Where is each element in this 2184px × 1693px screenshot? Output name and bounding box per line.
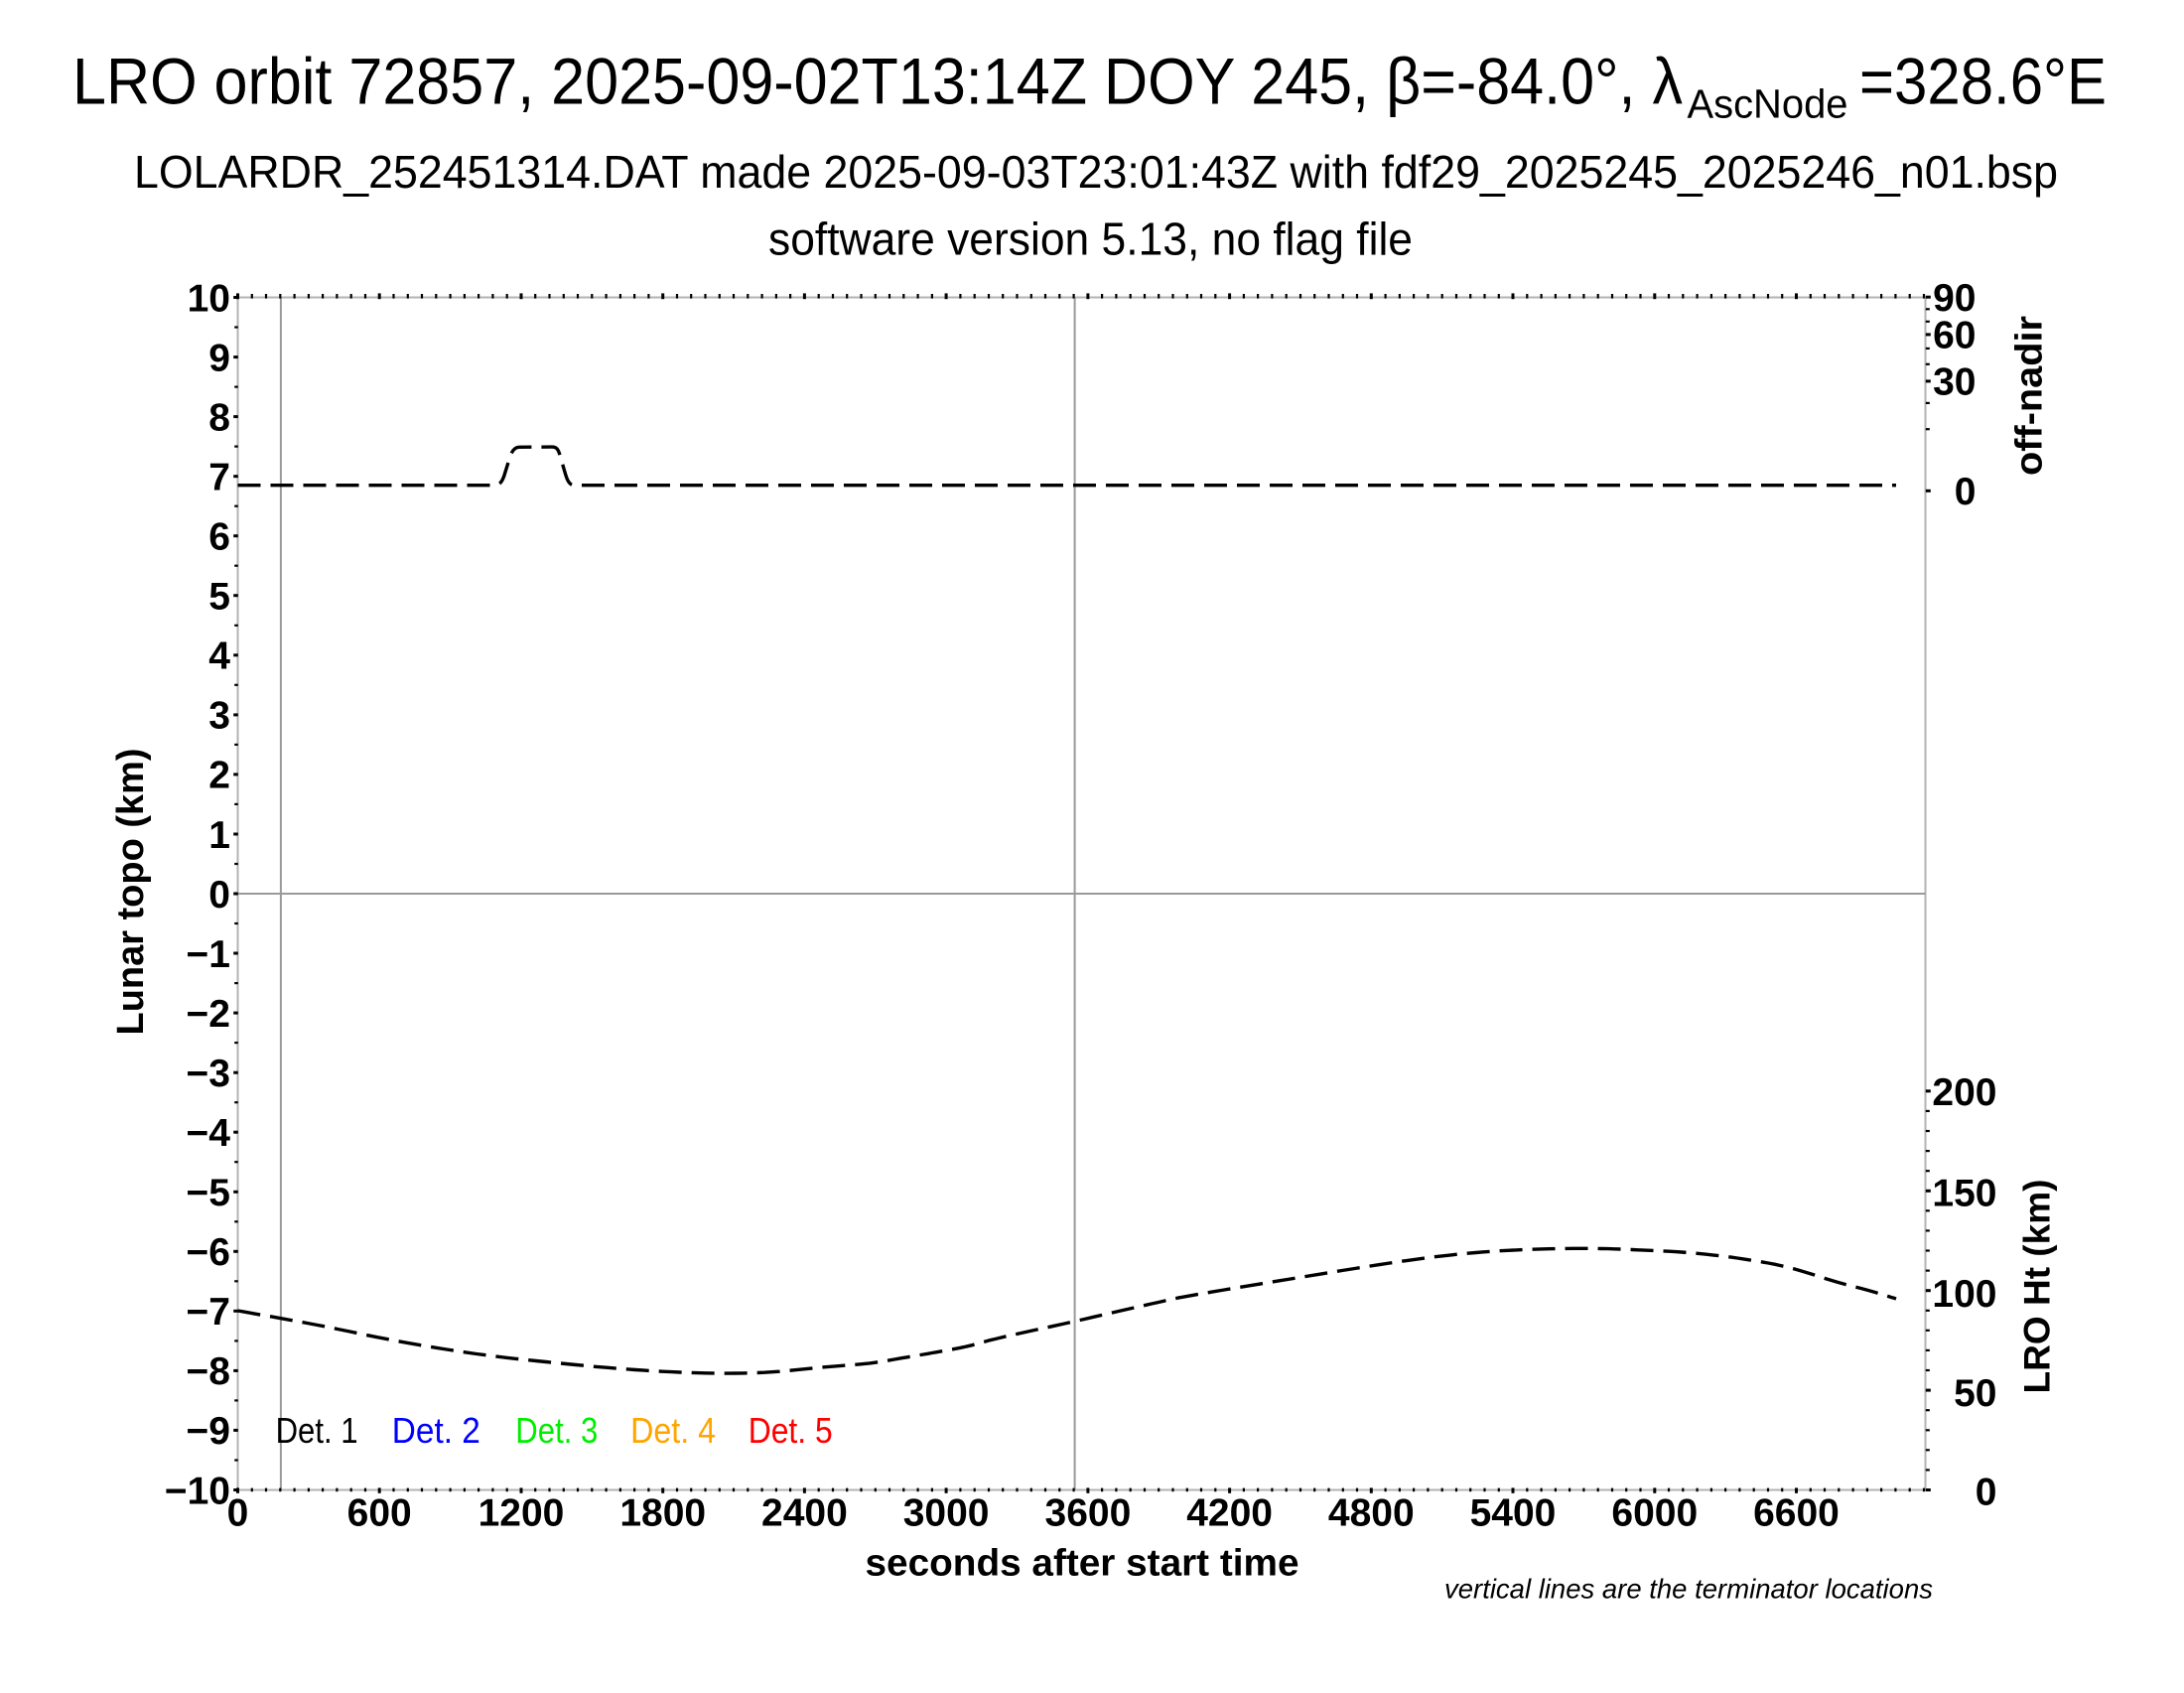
svg-text:3: 3 [208,695,230,738]
svg-text:6: 6 [208,516,230,559]
svg-text:0: 0 [1976,1471,1997,1513]
svg-text:60: 60 [1933,315,1976,357]
svg-text:3000: 3000 [903,1492,990,1535]
svg-text:−3: −3 [187,1053,230,1095]
svg-text:4: 4 [208,635,230,678]
svg-text:2: 2 [208,755,230,797]
svg-text:6000: 6000 [1611,1492,1698,1535]
svg-text:5400: 5400 [1470,1492,1557,1535]
svg-text:1200: 1200 [478,1492,565,1535]
svg-text:30: 30 [1933,361,1976,404]
svg-text:LRO Ht (km): LRO Ht (km) [2016,1180,2058,1394]
svg-text:600: 600 [347,1492,412,1535]
svg-text:−2: −2 [187,993,230,1036]
svg-text:5: 5 [208,576,230,619]
svg-text:3600: 3600 [1045,1492,1132,1535]
svg-text:off-nadir: off-nadir [2009,316,2051,476]
svg-text:−6: −6 [187,1231,230,1274]
svg-text:−1: −1 [187,933,230,976]
svg-text:−10: −10 [165,1470,230,1512]
svg-text:Det. 2: Det. 2 [392,1410,480,1451]
svg-text:0: 0 [227,1492,249,1535]
svg-text:50: 50 [1954,1372,1996,1415]
svg-text:−9: −9 [187,1410,230,1453]
svg-text:−5: −5 [187,1172,230,1214]
svg-text:Lunar topo (km): Lunar topo (km) [110,749,152,1036]
svg-text:9: 9 [208,337,230,379]
svg-text:0: 0 [1955,471,1977,513]
svg-text:7: 7 [208,457,230,499]
svg-text:4800: 4800 [1328,1492,1415,1535]
svg-text:Det. 5: Det. 5 [749,1410,833,1451]
svg-text:1800: 1800 [619,1492,706,1535]
svg-text:100: 100 [1932,1273,1996,1316]
svg-text:8: 8 [208,396,230,439]
svg-text:LRO orbit 72857, 2025-09-02T13: LRO orbit 72857, 2025-09-02T13:14Z DOY 2… [72,45,1683,118]
svg-text:−4: −4 [187,1112,231,1155]
svg-text:150: 150 [1932,1172,1996,1214]
svg-text:4200: 4200 [1186,1492,1273,1535]
svg-text:LOLARDR_252451314.DAT made 202: LOLARDR_252451314.DAT made 2025-09-03T23… [134,146,2058,198]
svg-text:=328.6°E: =328.6°E [1859,45,2107,118]
svg-text:Det. 3: Det. 3 [515,1410,598,1451]
svg-text:seconds after start time: seconds after start time [866,1543,1299,1585]
svg-text:−7: −7 [187,1291,230,1334]
svg-text:software version 5.13, no flag: software version 5.13, no flag file [768,213,1413,265]
svg-text:AscNode: AscNode [1688,81,1848,127]
svg-text:0: 0 [208,874,230,917]
svg-text:2400: 2400 [761,1492,848,1535]
svg-text:Det. 1: Det. 1 [276,1410,358,1451]
svg-text:1: 1 [208,814,230,857]
svg-text:10: 10 [188,277,230,320]
svg-text:90: 90 [1933,277,1976,320]
svg-text:200: 200 [1932,1071,1996,1114]
svg-text:6600: 6600 [1753,1492,1840,1535]
svg-text:Det. 4: Det. 4 [630,1410,716,1451]
svg-text:−8: −8 [187,1350,230,1393]
svg-text:vertical lines are the termina: vertical lines are the terminator locati… [1444,1574,1933,1605]
